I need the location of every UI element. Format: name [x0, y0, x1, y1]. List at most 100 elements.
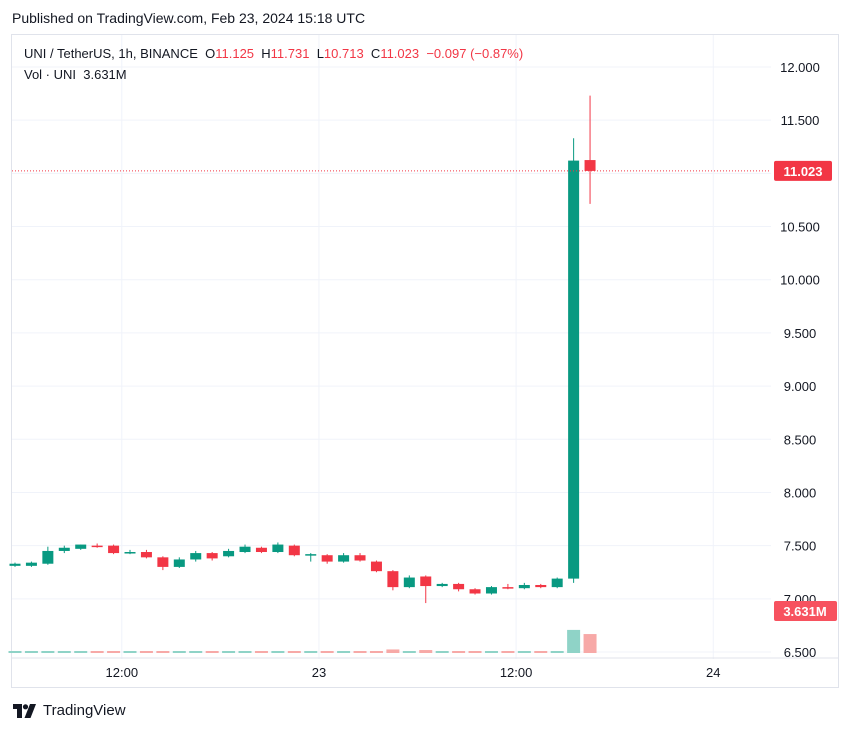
- y-tick-label: 12.000: [780, 60, 820, 75]
- open-label: O: [205, 46, 216, 61]
- candle-body: [190, 553, 202, 560]
- volume-bar: [320, 651, 334, 653]
- volume-bar: [8, 651, 22, 653]
- candle-body: [436, 583, 448, 587]
- candle-body: [223, 550, 235, 557]
- candle-body: [108, 545, 120, 554]
- candle-body: [206, 553, 218, 559]
- published-caption: Published on TradingView.com, Feb 23, 20…: [12, 10, 366, 26]
- y-tick-label: 9.500: [784, 326, 817, 341]
- change-value: −0.097 (−0.87%): [426, 46, 524, 61]
- volume-bar: [501, 651, 515, 653]
- volume-legend: Vol · UNI 3.631M: [24, 67, 127, 82]
- volume-bar: [484, 651, 498, 653]
- volume-bar: [205, 651, 219, 653]
- x-tick-label: 12:00: [500, 665, 533, 680]
- candle-body: [305, 554, 317, 556]
- volume-bar: [337, 651, 351, 653]
- volume-bar: [222, 651, 236, 653]
- candle-body: [453, 583, 465, 590]
- x-tick-label: 12:00: [106, 665, 139, 680]
- tradingview-logo-icon: [13, 703, 36, 718]
- tradingview-logo[interactable]: TradingView: [13, 702, 126, 719]
- volume-bar: [517, 651, 531, 653]
- volume-badge: [774, 601, 837, 621]
- symbol-label[interactable]: UNI / TetherUS, 1h, BINANCE: [24, 46, 198, 61]
- candle-body: [370, 561, 382, 572]
- volume-bar: [583, 634, 597, 653]
- tradingview-brand: TradingView: [43, 702, 126, 719]
- close-value: 11.023: [380, 46, 420, 61]
- candle-body: [502, 587, 514, 589]
- candle-body: [157, 557, 169, 567]
- volume-bar: [123, 651, 137, 653]
- high-value: 11.731: [270, 46, 310, 61]
- chart-frame[interactable]: [11, 34, 839, 688]
- last-price-badge-label: 11.023: [783, 164, 822, 179]
- candle-body: [272, 544, 284, 553]
- volume-bar: [369, 651, 383, 653]
- volume-bar: [107, 651, 121, 653]
- volume-bar: [567, 629, 581, 653]
- candle-body: [568, 160, 580, 579]
- candle-body: [42, 550, 54, 564]
- x-tick-label: 24: [706, 665, 720, 680]
- volume-bar: [156, 651, 170, 653]
- candle-body: [239, 546, 251, 553]
- volume-bar: [419, 650, 433, 653]
- candle-body: [75, 544, 87, 549]
- low-value: 10.713: [323, 46, 364, 61]
- volume-bar: [90, 651, 104, 653]
- y-tick-label: 10.500: [780, 220, 820, 235]
- y-tick-label: 8.000: [784, 485, 817, 500]
- volume-value: 3.631M: [83, 67, 127, 82]
- candle-body: [140, 552, 152, 558]
- candle-body: [354, 555, 366, 561]
- candle-body: [288, 545, 300, 556]
- candle-body: [551, 578, 563, 588]
- volume-bar: [287, 651, 301, 653]
- candle-body: [58, 547, 70, 551]
- volume-bar: [468, 651, 482, 653]
- candle-body: [518, 584, 530, 589]
- candle-body: [124, 552, 136, 554]
- volume-bar: [139, 651, 153, 653]
- open-value: 11.125: [215, 46, 255, 61]
- candle-body: [25, 562, 37, 566]
- candle-body: [9, 563, 21, 566]
- volume-bar: [271, 651, 285, 653]
- volume-bar: [254, 651, 268, 653]
- volume-bar: [304, 651, 318, 653]
- y-tick-label: 10.000: [780, 273, 820, 288]
- volume-bar: [189, 651, 203, 653]
- volume-bar: [238, 651, 252, 653]
- volume-bar: [452, 651, 466, 653]
- volume-badge-label: 3.631M: [783, 604, 826, 619]
- volume-bar: [57, 651, 71, 653]
- volume-bar: [74, 651, 88, 653]
- volume-bar: [435, 651, 449, 653]
- y-tick-label: 11.500: [781, 113, 820, 128]
- candle-body: [173, 559, 185, 567]
- volume-label[interactable]: Vol · UNI: [24, 67, 77, 82]
- volume-bar: [41, 651, 55, 653]
- volume-bar: [386, 649, 400, 653]
- candle-body: [403, 577, 415, 588]
- candle-body: [387, 571, 399, 588]
- volume-bar: [402, 651, 416, 653]
- close-label: C: [370, 46, 381, 61]
- volume-bar: [353, 651, 367, 653]
- high-label: H: [261, 46, 271, 61]
- y-tick-label: 8.500: [784, 432, 817, 447]
- candle-body: [420, 576, 432, 587]
- candle-body: [338, 555, 350, 562]
- candle-body: [584, 160, 596, 171]
- candle-body: [485, 587, 497, 594]
- low-label: L: [316, 46, 324, 61]
- x-tick-label: 23: [312, 665, 326, 680]
- volume-bar: [24, 651, 38, 653]
- candle-body: [469, 589, 481, 594]
- volume-bar: [172, 651, 186, 653]
- volume-bar: [550, 651, 564, 653]
